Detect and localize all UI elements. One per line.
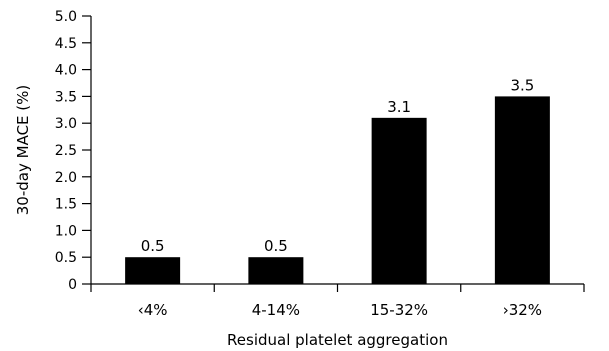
data-labels: 0.5 0.5 3.1 3.5 <box>141 76 535 255</box>
y-tick-label: 3.5 <box>55 89 77 105</box>
y-tick-label: 0.5 <box>55 250 77 266</box>
bar <box>125 257 181 284</box>
y-axis: 0 0.5 1.0 1.5 2.0 2.5 3.0 3.5 4.0 4.5 5.0 <box>55 9 92 293</box>
data-label: 3.1 <box>387 98 411 116</box>
data-label: 0.5 <box>141 237 165 255</box>
y-axis-title: 30-day MACE (%) <box>14 85 32 215</box>
bar <box>494 96 550 285</box>
data-label: 0.5 <box>264 237 288 255</box>
y-tick-label: 3.0 <box>55 116 77 132</box>
x-tick-label: ‹4% <box>138 301 168 319</box>
x-axis-title: Residual platelet aggregation <box>227 331 448 349</box>
bar <box>371 117 427 284</box>
y-tick-label: 1.0 <box>55 223 77 239</box>
y-tick-label: 1.5 <box>55 197 77 213</box>
x-tick-label: 15-32% <box>370 301 428 319</box>
y-tick-label: 4.5 <box>55 36 77 52</box>
x-axis: ‹4% 4-14% 15-32% ›32% <box>90 283 585 319</box>
x-tick-label: ›32% <box>503 301 542 319</box>
y-tick-label: 4.0 <box>55 63 77 79</box>
y-tick-label: 2.0 <box>55 170 77 186</box>
y-tick-label: 2.5 <box>55 143 77 159</box>
x-tick-label: 4-14% <box>252 301 300 319</box>
y-tick-label: 0 <box>68 277 77 293</box>
bar <box>248 257 304 284</box>
bars <box>125 96 550 285</box>
data-label: 3.5 <box>510 76 534 94</box>
y-tick-label: 5.0 <box>55 9 77 25</box>
